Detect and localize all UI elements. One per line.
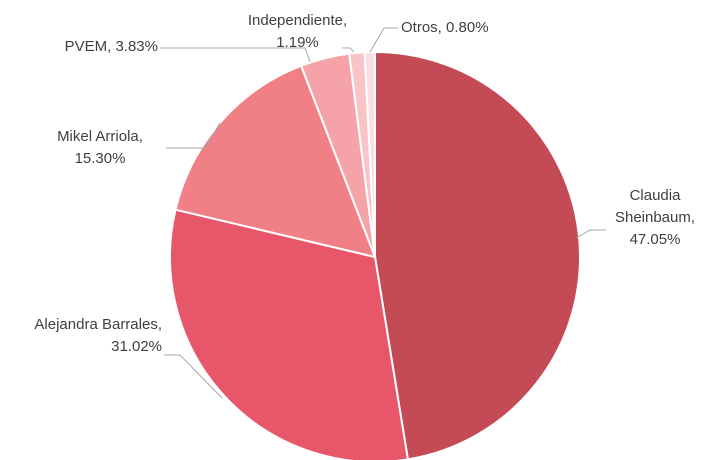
leader-line [575,229,606,239]
data-label: Independiente, 1.19% [247,12,348,51]
data-label: Mikel Arriola, 15.30% [57,128,143,167]
pie-slice [169,208,410,460]
pie-slice [374,50,581,460]
leader-line [342,47,355,53]
pie-slice [174,64,377,259]
leader-line [369,27,398,53]
leader-line [160,47,311,63]
leader-line [164,354,223,399]
pie-slice [363,50,376,258]
data-label: Otros, 0.80% [401,19,489,36]
data-label: PVEM, 3.83% [64,38,158,55]
data-label: Alejandra Barrales, 31.02% [34,316,162,355]
leader-line [166,122,221,149]
data-label: Claudia Sheinbaum, 47.05% [614,187,696,248]
